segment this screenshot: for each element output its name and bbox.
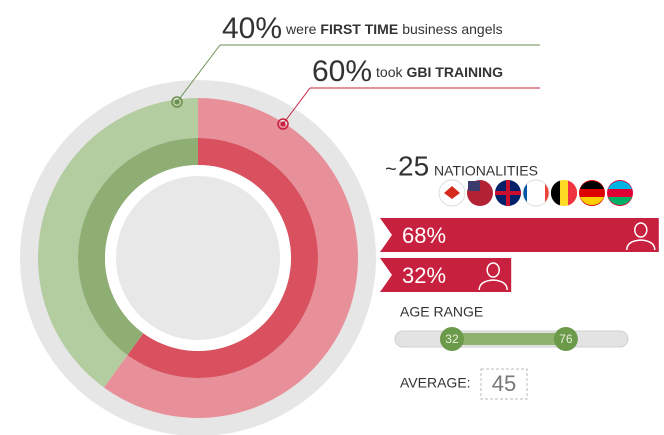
- gender-label: 32%: [402, 263, 446, 288]
- flag-france: [522, 179, 550, 207]
- callout-dot: [171, 96, 183, 108]
- callout-dot-core: [280, 121, 286, 127]
- gender-label: 68%: [402, 223, 446, 248]
- average-box: [480, 368, 528, 400]
- callout-leader: [176, 44, 221, 103]
- az-blue: [608, 181, 632, 189]
- callout-bold: FIRST TIME: [320, 21, 398, 37]
- usa-canton: [468, 181, 480, 191]
- gender-icon: [478, 262, 508, 291]
- gender-icon: [626, 222, 656, 251]
- be-black: [550, 180, 560, 206]
- rings: [37, 98, 358, 418]
- callout-value: 40%: [222, 12, 282, 45]
- callout-bold: GBI TRAINING: [407, 64, 504, 80]
- maple: [444, 186, 460, 199]
- fr-blue: [523, 184, 527, 202]
- callout-text: 40% were FIRST TIME business angels: [222, 12, 503, 45]
- approx: ~: [385, 158, 397, 180]
- age-handle: [439, 327, 464, 351]
- ring-segment: [78, 138, 198, 356]
- gender-bar: [380, 218, 659, 252]
- callout-text: 60% took GBI TRAINING: [312, 55, 503, 88]
- nationalities-count: 25: [398, 150, 429, 181]
- center: [116, 176, 280, 340]
- callout-leader: [282, 87, 311, 125]
- nationalities-label: NATIONALITIES: [434, 163, 538, 179]
- gender: 68% 32%: [380, 218, 659, 292]
- ring-segment: [127, 138, 319, 378]
- age-span: [451, 333, 566, 345]
- callout-dot-core: [174, 99, 180, 105]
- de-black: [580, 181, 604, 189]
- callout-value: 60%: [312, 55, 372, 88]
- be-red: [568, 180, 578, 206]
- age-value: 32: [445, 332, 459, 346]
- ring-segment: [103, 98, 358, 418]
- gender-bar: [380, 258, 512, 292]
- callout-dot: [277, 118, 289, 130]
- fr-red: [545, 184, 549, 202]
- callouts: 40% were FIRST TIME business angels 60% took G…: [171, 12, 540, 130]
- age-handle: [553, 327, 578, 351]
- az-green: [608, 197, 632, 205]
- callout-before: took: [376, 64, 403, 80]
- ring-segment: [37, 98, 198, 388]
- age-title: AGE RANGE: [400, 304, 483, 320]
- average-label: AVERAGE:: [400, 375, 471, 391]
- age-range: 32 76: [394, 327, 629, 351]
- de-gold: [580, 197, 604, 205]
- callout-before: were: [285, 21, 317, 37]
- callout-after: business angels: [402, 21, 502, 37]
- flags: [438, 179, 633, 207]
- uk-cross: [495, 180, 521, 206]
- age-value: 76: [559, 332, 573, 346]
- average-value: 45: [492, 371, 516, 396]
